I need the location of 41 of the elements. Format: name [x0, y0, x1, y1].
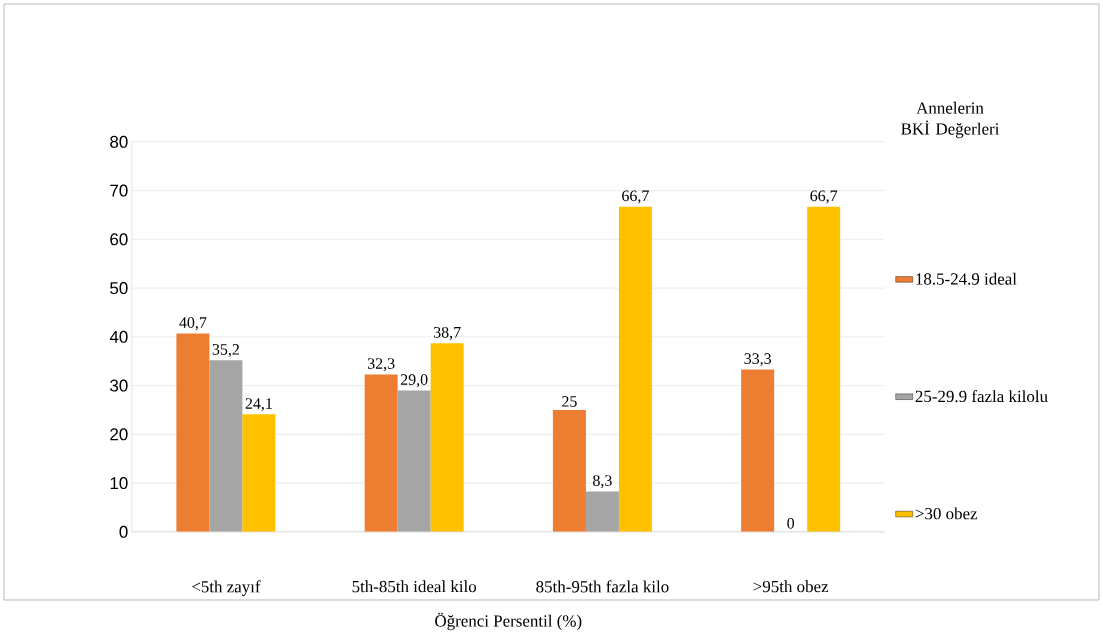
y-tick-label: 80	[110, 135, 128, 148]
y-tick-label: 30	[110, 379, 128, 392]
data-label: 32,3	[367, 357, 395, 371]
bar	[618, 206, 652, 532]
data-label: 40,7	[179, 316, 207, 330]
bar	[176, 333, 210, 532]
bar	[807, 206, 841, 532]
data-label: 25	[562, 395, 577, 407]
legend-label: 18.5-24.9 ideal	[916, 272, 1017, 285]
y-tick-label: 10	[110, 476, 128, 489]
y-tick-label: 20	[110, 428, 128, 441]
legend-label: >30 obez	[915, 507, 978, 520]
x-axis-title: Öğrenci Persentil (%)	[435, 612, 582, 630]
bar	[430, 342, 464, 532]
data-label: 66,7	[622, 190, 649, 204]
bar	[209, 360, 243, 532]
legend-label: 25-29.9 fazla kilolu	[915, 389, 1048, 402]
bar	[242, 414, 276, 532]
x-tick-label: <5th zayıf	[192, 580, 261, 596]
bar	[397, 390, 431, 532]
y-tick-label: 0	[119, 525, 128, 538]
x-tick-label: >95th obez	[753, 580, 829, 593]
bar	[741, 369, 775, 532]
y-tick-label: 70	[110, 184, 128, 197]
x-tick-label: 85th-95th fazla kilo	[536, 580, 669, 593]
y-tick-label: 40	[109, 330, 128, 343]
bar	[585, 491, 619, 532]
y-tick-label: 60	[110, 233, 128, 246]
data-label: 29,0	[400, 373, 428, 388]
data-label: 8,3	[593, 474, 612, 488]
x-tick-label: 5th-85th ideal kilo	[352, 580, 477, 593]
y-tick-label: 50	[110, 281, 128, 294]
legend-title: Annelerin BKİ Değerleri	[901, 101, 1000, 138]
data-label: 33,3	[744, 353, 771, 367]
bar	[552, 409, 586, 532]
data-label: 24,1	[245, 397, 272, 411]
data-label: 66,7	[810, 190, 838, 204]
data-label: 0	[787, 517, 795, 529]
data-label: 35,2	[212, 343, 239, 357]
data-label: 38,7	[433, 326, 461, 340]
bar	[364, 374, 398, 532]
